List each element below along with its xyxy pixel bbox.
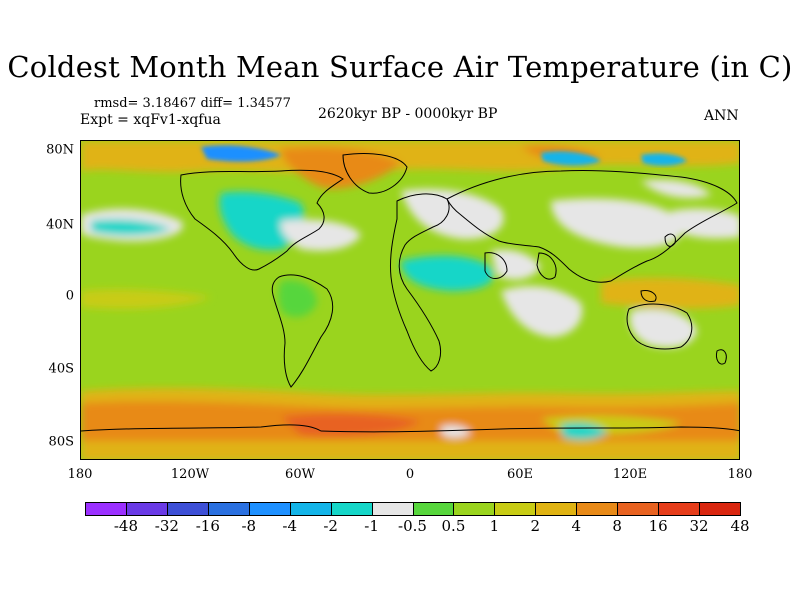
colorbar-swatch xyxy=(658,502,701,516)
colorbar-swatch xyxy=(166,502,209,516)
colorbar-swatch xyxy=(535,502,578,516)
colorbar-swatch xyxy=(207,502,250,516)
anomaly-field xyxy=(81,141,739,459)
lon-label-60e: 60E xyxy=(506,467,534,482)
colorbar-swatch xyxy=(412,502,455,516)
colorbar-swatch xyxy=(699,502,741,516)
coastlines xyxy=(81,153,739,433)
colorbar-swatch xyxy=(371,502,414,516)
map-canvas xyxy=(81,141,739,459)
colorbar-label: 48 xyxy=(730,517,750,535)
colorbar-label: -16 xyxy=(195,517,220,535)
temperature-anomaly-map xyxy=(80,140,740,460)
colorbar-label: -0.5 xyxy=(398,517,427,535)
colorbar-swatch xyxy=(453,502,496,516)
lon-label-0: 0 xyxy=(405,467,415,482)
stats-line: rmsd= 3.18467 diff= 1.34577 xyxy=(94,96,291,111)
season-label: ANN xyxy=(704,108,739,124)
colorbar-label: 16 xyxy=(648,517,668,535)
colorbar-label: -8 xyxy=(241,517,257,535)
lat-label-40s: 40S xyxy=(48,361,74,377)
colorbar-label: 1 xyxy=(489,517,500,535)
colorbar-swatch xyxy=(330,502,373,516)
colorbar-label: -4 xyxy=(282,517,297,535)
lat-label-80n: 80N xyxy=(46,142,74,158)
colorbar-label: 0.5 xyxy=(441,517,466,535)
colorbar-label: -32 xyxy=(154,517,179,535)
lat-label-40n: 40N xyxy=(46,217,74,233)
period-line: 2620kyr BP - 0000kyr BP xyxy=(318,106,498,122)
colorbar-swatch xyxy=(289,502,332,516)
colorbar-label: -2 xyxy=(323,517,338,535)
colorbar-label: -1 xyxy=(364,517,379,535)
experiment-line: Expt = xqFv1-xqfua xyxy=(80,112,221,128)
lat-label-0: 0 xyxy=(65,288,74,304)
colorbar-swatch xyxy=(494,502,537,516)
lat-label-80s: 80S xyxy=(48,434,74,450)
colorbar-label: -48 xyxy=(113,517,139,535)
colorbar-label: 4 xyxy=(571,517,582,535)
lon-label-180w: 180 xyxy=(67,467,93,482)
colorbar-swatch xyxy=(85,502,127,516)
colorbar-swatch xyxy=(248,502,291,516)
arctic-cold-spots xyxy=(201,145,687,166)
colorbar-label: 32 xyxy=(689,517,709,535)
colorbar-swatch xyxy=(576,502,619,516)
colorbar-label: 2 xyxy=(530,517,541,535)
lon-label-180e: 180 xyxy=(727,467,753,482)
lon-label-120w: 120W xyxy=(170,467,210,482)
lon-label-120e: 120E xyxy=(612,467,648,482)
colorbar-label: 8 xyxy=(612,517,622,535)
colorbar-swatch xyxy=(617,502,660,516)
colorbar-swatch xyxy=(125,502,168,516)
map-title: Coldest Month Mean Surface Air Temperatu… xyxy=(7,50,793,84)
lon-label-60w: 60W xyxy=(285,467,315,482)
